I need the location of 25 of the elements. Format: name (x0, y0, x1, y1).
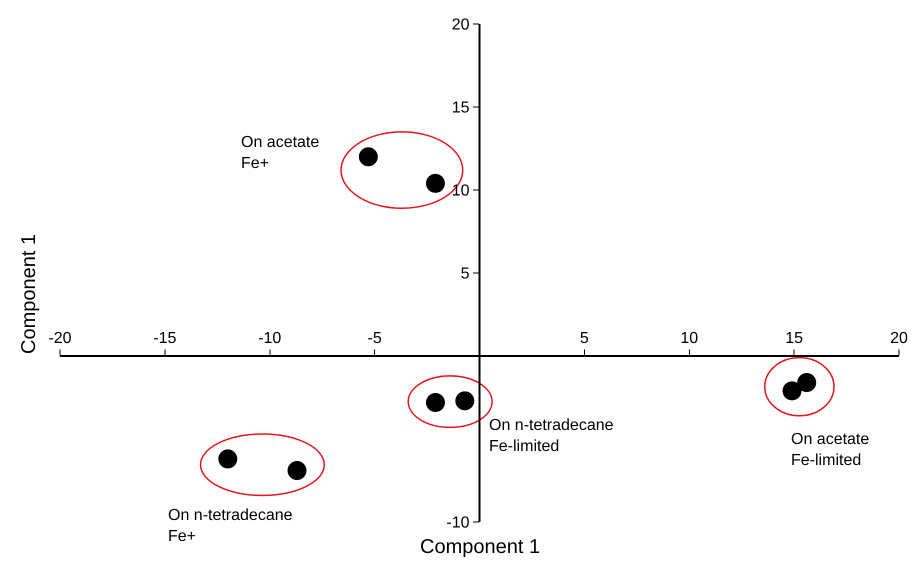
x-tick-label: -20 (48, 330, 72, 347)
x-axis-title: Component 1 (420, 536, 540, 558)
y-tick-label: 5 (460, 266, 470, 283)
x-tick-label: 5 (580, 330, 589, 347)
point (426, 174, 445, 193)
point (426, 392, 445, 412)
y-tick-label: 10 (452, 182, 470, 200)
x-tick-label: 15 (785, 330, 804, 347)
x-tick-label: -5 (368, 330, 382, 347)
point (455, 391, 474, 410)
y-tick-label: -10 (446, 514, 470, 532)
annotation: On acetate Fe+ (241, 134, 320, 172)
y-axis-title: Component 1 (18, 234, 40, 354)
y-tick-label: 15 (452, 100, 470, 117)
point (288, 461, 307, 480)
x-tick-label: 20 (890, 330, 908, 347)
x-tick-label: -10 (258, 330, 282, 347)
x-tick-label: 10 (680, 330, 698, 347)
annotation: On n-tetradecane Fe+ (168, 507, 293, 545)
annotation: On acetate Fe-limited (791, 431, 870, 469)
annotation: On n-tetradecane Fe-limited (489, 417, 614, 455)
point (218, 449, 238, 468)
x-tick-label: -15 (153, 330, 177, 347)
y-tick-label: 20 (452, 16, 470, 34)
point (358, 147, 378, 166)
